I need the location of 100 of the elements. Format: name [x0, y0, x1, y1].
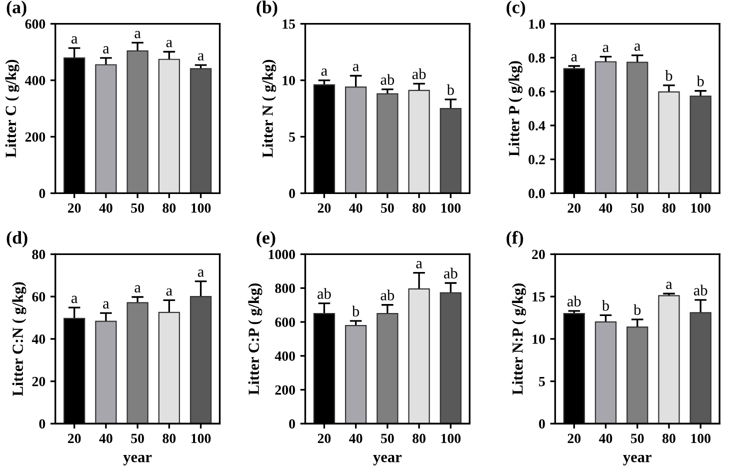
annotation: a [134, 30, 141, 38]
annotation: a [666, 282, 672, 290]
annotation: b [352, 306, 360, 316]
y-tick-label: 40 [32, 334, 46, 344]
bar [658, 295, 680, 424]
y-tick-label: 15 [532, 292, 545, 302]
x-tick-label: 80 [162, 203, 176, 213]
x-tick-label: 40 [349, 203, 362, 213]
annotation: ab [380, 290, 394, 300]
annotation: a [571, 54, 578, 62]
annotation: a [134, 285, 141, 293]
y-tick-label: 5 [289, 132, 296, 142]
y-tick-label: 0.8 [528, 53, 545, 63]
x-tick-label: 100 [191, 434, 211, 444]
x-tick-label: 100 [691, 203, 710, 213]
y-tick-label: 600 [275, 318, 295, 327]
annotation: ab [694, 284, 708, 296]
annotation: ab [567, 296, 581, 306]
y-tick-label: 800 [275, 284, 295, 294]
x-tick-label: 80 [412, 203, 426, 213]
x-tick-label: 80 [162, 434, 176, 444]
x-tick-label: 100 [441, 434, 461, 444]
bar [376, 93, 398, 194]
annotation: ab [412, 68, 426, 80]
bar [626, 326, 648, 424]
bar [345, 324, 367, 424]
annotation: ab [444, 268, 458, 279]
y-axis-title: Litter N ( g/kg) [262, 60, 276, 158]
x-tick-label: 40 [598, 434, 612, 444]
y-tick-label: 80 [32, 250, 46, 260]
y-tick-label: 0 [39, 419, 46, 429]
y-tick-label: 15 [282, 19, 296, 29]
bar [190, 68, 212, 194]
annotation: a [198, 270, 204, 277]
bar [376, 312, 398, 424]
annotation: a [103, 301, 110, 309]
x-tick-label: 50 [630, 434, 644, 444]
y-axis-title: Litter C:P ( g/kg) [248, 284, 262, 395]
bar [440, 108, 462, 194]
x-axis-title: year [373, 454, 402, 466]
bar [190, 296, 212, 424]
x-tick-label: 100 [441, 203, 461, 213]
bar [408, 288, 430, 424]
bar [158, 312, 180, 424]
x-tick-label: 20 [68, 203, 81, 213]
y-tick-label: 20 [32, 376, 46, 386]
bar [408, 90, 430, 194]
x-tick-label: 100 [691, 434, 710, 444]
annotation: a [103, 46, 110, 54]
x-tick-label: 50 [381, 434, 394, 444]
x-axis-title: year [623, 454, 652, 466]
annotation: b [602, 300, 609, 311]
y-axis-title: Litter N:P ( g/kg) [512, 284, 526, 395]
y-tick-label: 400 [274, 351, 295, 361]
annotation: a [634, 44, 641, 51]
y-tick-label: 10 [532, 334, 545, 344]
x-tick-label: 50 [381, 203, 394, 213]
annotation: ab [318, 288, 331, 299]
x-tick-label: 80 [662, 203, 676, 213]
y-tick-label: 0.0 [528, 188, 545, 198]
y-tick-label: 20 [532, 250, 545, 260]
chart-title: (a) [6, 0, 26, 18]
annotation: a [416, 261, 422, 268]
x-tick-label: 80 [412, 434, 426, 444]
y-tick-label: 200 [25, 132, 46, 142]
chart-title: (e) [256, 231, 276, 248]
chart-title: (c) [506, 0, 526, 18]
x-tick-label: 100 [191, 203, 211, 213]
y-tick-label: 60 [32, 292, 46, 302]
y-tick-label: 5 [539, 377, 545, 386]
x-tick-label: 20 [318, 434, 331, 444]
annotation: a [166, 40, 172, 48]
x-tick-label: 20 [568, 434, 581, 444]
x-tick-label: 20 [68, 434, 81, 444]
x-tick-label: 50 [630, 203, 644, 213]
y-tick-label: 0.4 [528, 121, 546, 130]
x-tick-label: 40 [349, 434, 362, 444]
y-tick-label: 0 [289, 419, 295, 429]
y-tick-label: 200 [275, 385, 295, 395]
x-tick-label: 40 [99, 434, 112, 444]
y-tick-label: 10 [282, 76, 295, 86]
y-tick-label: 0 [39, 188, 46, 198]
x-tick-label: 50 [131, 434, 144, 444]
y-tick-label: 1000 [268, 250, 295, 260]
annotation: a [166, 288, 172, 296]
x-tick-label: 40 [598, 203, 612, 213]
bar [594, 321, 617, 424]
bar [95, 64, 117, 194]
bar [690, 96, 712, 194]
chart-title: (b) [256, 0, 278, 18]
bar [158, 58, 180, 194]
annotation: b [696, 76, 704, 86]
annotation: a [352, 64, 360, 72]
chart-title: (f) [506, 230, 524, 248]
x-tick-label: 20 [318, 203, 331, 213]
x-axis-title: year [123, 454, 152, 466]
x-tick-label: 50 [131, 203, 144, 213]
annotation: b [446, 84, 454, 95]
bar [594, 61, 617, 194]
y-tick-label: 0 [289, 188, 295, 198]
